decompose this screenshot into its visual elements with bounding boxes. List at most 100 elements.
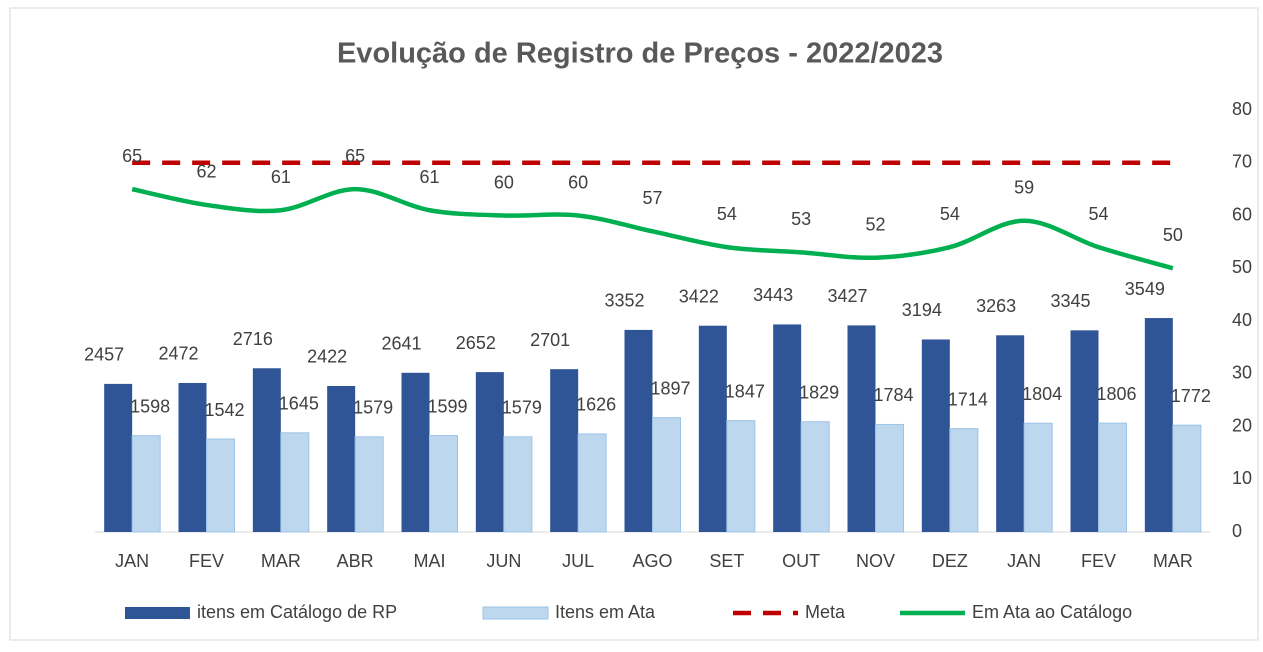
x-tick-label: JAN [1007,551,1041,571]
bar [577,433,607,533]
data-label: 2457 [84,345,124,365]
data-label: 65 [122,146,142,166]
y2-tick-label: 50 [1232,257,1252,277]
x-tick-label: JUN [486,551,521,571]
data-label: 1772 [1171,386,1211,406]
bar [1098,422,1127,533]
x-tick-label: SET [709,551,744,571]
y2-tick-label: 40 [1232,310,1252,330]
data-label: 54 [717,204,737,224]
bar [875,423,904,533]
bar [847,325,876,532]
data-label: 2716 [233,329,273,349]
bar [726,420,756,533]
data-label: 3345 [1050,291,1090,311]
legend-label: Em Ata ao Catálogo [972,602,1132,622]
data-label: 3352 [604,291,644,311]
data-label: 60 [568,172,588,192]
data-label: 1784 [873,385,913,405]
data-label: 3263 [976,296,1016,316]
x-tick-label: NOV [856,551,895,571]
data-label: 50 [1163,225,1183,245]
data-label: 54 [1088,204,1108,224]
bar [624,329,653,532]
x-tick-label: MAR [261,551,301,571]
data-label: 1598 [130,396,170,416]
bar [1070,330,1099,532]
bar [401,372,430,532]
chart-title: Evolução de Registro de Preços - 2022/20… [337,38,943,70]
legend-label: Meta [805,602,846,622]
data-label: 3549 [1125,279,1165,299]
data-label: 2701 [530,330,570,350]
legend-label: Itens em Ata [555,602,656,622]
y2-tick-label: 70 [1232,152,1252,172]
y2-tick-label: 60 [1232,204,1252,224]
bar [949,428,979,533]
x-tick-label: MAR [1153,551,1193,571]
data-label: 60 [494,172,514,192]
y2-tick-label: 10 [1232,468,1252,488]
y2-tick-label: 80 [1232,99,1252,119]
data-label: 2422 [307,347,347,367]
x-tick-label: DEZ [932,551,968,571]
data-label: 3194 [902,300,942,320]
bar [206,438,235,533]
bar [921,339,950,532]
data-label: 59 [1014,178,1034,198]
bar [1172,424,1202,533]
bar [429,435,458,533]
data-label: 1579 [353,398,393,418]
data-label: 1645 [279,394,319,414]
x-tick-label: JAN [115,551,149,571]
data-label: 2472 [158,344,198,364]
bar [327,385,356,532]
bar [503,436,533,533]
data-label: 1804 [1022,384,1062,404]
bar [354,436,384,533]
data-label: 57 [642,188,662,208]
data-label: 3427 [827,286,867,306]
data-label: 54 [940,204,960,224]
bar [280,432,310,533]
bar [1023,422,1053,533]
bar [178,382,207,532]
data-label: 1599 [427,396,467,416]
bar [652,417,681,533]
data-label: 3443 [753,285,793,305]
data-label: 2641 [381,334,421,354]
data-label: 61 [419,167,439,187]
bar [996,335,1025,532]
y2-tick-label: 0 [1232,521,1242,541]
data-label: 65 [345,146,365,166]
data-label: 1542 [204,400,244,420]
bar [104,383,133,532]
data-label: 2652 [456,333,496,353]
y2-tick-label: 30 [1232,363,1252,383]
data-label: 1829 [799,382,839,402]
legend-swatch [482,606,549,620]
x-tick-label: FEV [189,551,224,571]
bar [698,325,727,532]
bar [475,372,504,532]
bar [773,324,802,532]
data-label: 3422 [679,286,719,306]
data-label: 1579 [502,398,542,418]
bar [1144,318,1173,532]
data-label: 1847 [725,381,765,401]
data-label: 1806 [1096,384,1136,404]
data-label: 53 [791,209,811,229]
x-tick-label: MAI [413,551,445,571]
data-label: 1897 [650,378,690,398]
line [131,186,1174,271]
legend-label: itens em Catálogo de RP [197,602,397,622]
chart-frame [9,7,1259,641]
legend-swatch [125,607,190,619]
data-label: 1714 [948,389,988,409]
bar [800,421,830,533]
x-tick-label: FEV [1081,551,1116,571]
data-label: 61 [271,167,291,187]
bar [131,435,161,533]
bar [550,369,579,532]
